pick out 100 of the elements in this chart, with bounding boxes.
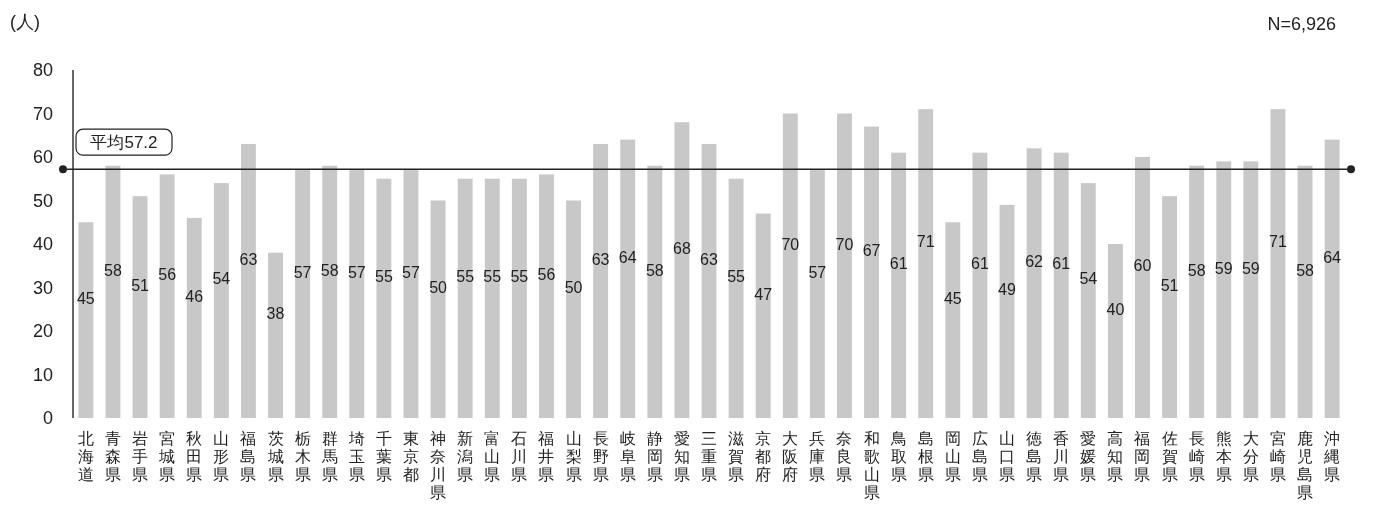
bar (430, 200, 446, 418)
x-tick-label: 徳島県 (1026, 430, 1043, 483)
x-tick-label: 宮城県 (158, 430, 176, 483)
data-label: 51 (1160, 276, 1179, 294)
data-label: 58 (1296, 261, 1315, 279)
data-label: 60 (1133, 257, 1152, 275)
x-tick-label: 新潟県 (457, 430, 474, 483)
x-tick-label: 栃木県 (294, 430, 311, 483)
bar (268, 252, 283, 418)
bar (1162, 196, 1178, 418)
y-tick-label: 40 (32, 234, 53, 255)
x-tick-label: 島根県 (917, 430, 934, 483)
bar (1216, 161, 1232, 418)
data-label: 62 (1025, 253, 1044, 270)
data-label: 71 (916, 233, 935, 251)
bar (1189, 165, 1205, 418)
bar (511, 178, 527, 418)
bar (809, 170, 825, 418)
data-label: 55 (727, 268, 746, 286)
bar (240, 143, 256, 418)
x-tick-label: 福井県 (538, 430, 555, 483)
y-axis-title: (人) (10, 12, 40, 32)
x-tick-label: 愛媛県 (1080, 430, 1097, 483)
y-tick-label: 50 (32, 190, 53, 211)
x-tick-label: 熊本県 (1215, 430, 1232, 483)
y-tick-label: 10 (32, 364, 53, 385)
bar (1135, 157, 1150, 418)
text: N=6,926 (1267, 14, 1336, 34)
x-tick-label: 石川県 (511, 430, 528, 483)
data-label: 40 (1106, 300, 1125, 318)
bar (1026, 148, 1042, 418)
x-tick-label: 鳥取県 (889, 430, 907, 483)
data-label: 47 (754, 285, 773, 303)
data-label: 57 (808, 263, 827, 281)
x-tick-label: 東京都 (402, 430, 419, 483)
x-tick-label: 滋賀県 (728, 430, 745, 483)
data-label: 68 (673, 239, 691, 257)
bar (864, 126, 880, 418)
data-label: 61 (889, 255, 908, 273)
x-tick-label: 北海道 (77, 430, 94, 483)
x-tick-label: 青森県 (104, 430, 121, 483)
bar (1270, 109, 1286, 418)
x-tick-label: 奈良県 (836, 430, 853, 483)
x-tick-label: 香川県 (1053, 430, 1070, 483)
data-label: 51 (131, 276, 150, 294)
bar (1324, 139, 1340, 418)
data-label: 58 (645, 261, 664, 279)
bar (999, 204, 1015, 418)
data-label: 70 (781, 235, 800, 253)
data-label: 70 (835, 235, 854, 253)
x-tick-label: 長野県 (592, 430, 609, 483)
data-label: 55 (510, 268, 529, 286)
bar (457, 178, 473, 418)
x-tick-label: 山口県 (999, 430, 1016, 483)
x-tick-label: 沖縄県 (1323, 430, 1341, 483)
bar (295, 170, 311, 418)
data-label: 45 (76, 289, 95, 307)
bar (1080, 183, 1096, 418)
bar (186, 217, 202, 418)
data-label: 45 (943, 289, 962, 307)
y-tick-label: 70 (32, 103, 53, 124)
bar (674, 122, 690, 418)
data-label: 56 (537, 266, 556, 284)
x-tick-label: 福岡県 (1134, 430, 1151, 483)
ref-line-label: 平均57.2 (90, 133, 158, 153)
data-label: 55 (456, 268, 475, 286)
x-tick-label: 秋田県 (186, 430, 203, 483)
data-label: 57 (293, 263, 312, 281)
x-tick-label: 愛知県 (673, 430, 690, 483)
bar (1053, 152, 1069, 418)
x-tick-label: 高知県 (1107, 430, 1124, 483)
data-label: 49 (998, 281, 1017, 299)
data-label: 71 (1269, 233, 1287, 251)
data-label: 55 (483, 268, 502, 286)
data-label: 50 (564, 279, 583, 297)
x-tick-label: 千葉県 (375, 430, 392, 483)
x-tick-label: 京都府 (755, 430, 772, 483)
x-tick-label: 三重県 (701, 430, 717, 483)
data-label: 58 (320, 261, 339, 279)
data-label: 57 (347, 263, 366, 281)
bar (1297, 165, 1313, 418)
bar (593, 143, 609, 418)
x-tick-label: 静岡県 (646, 430, 663, 483)
y-tick-label: 30 (32, 277, 53, 298)
x-tick-label: 埼玉県 (347, 430, 365, 483)
bar (891, 152, 907, 418)
x-tick-label: 茨城県 (266, 430, 284, 483)
x-tick-label: 長崎県 (1188, 430, 1205, 483)
data-label: 54 (212, 270, 231, 288)
x-tick-label: 岐阜県 (619, 430, 636, 483)
bar (105, 165, 121, 418)
bar (566, 200, 581, 418)
data-label: 61 (1052, 255, 1071, 273)
bar (484, 178, 500, 418)
bar (403, 170, 419, 418)
bar (132, 196, 148, 418)
bar (78, 222, 94, 418)
bar (322, 165, 338, 418)
x-tick-label: 山梨県 (565, 430, 582, 483)
bar (728, 178, 744, 418)
